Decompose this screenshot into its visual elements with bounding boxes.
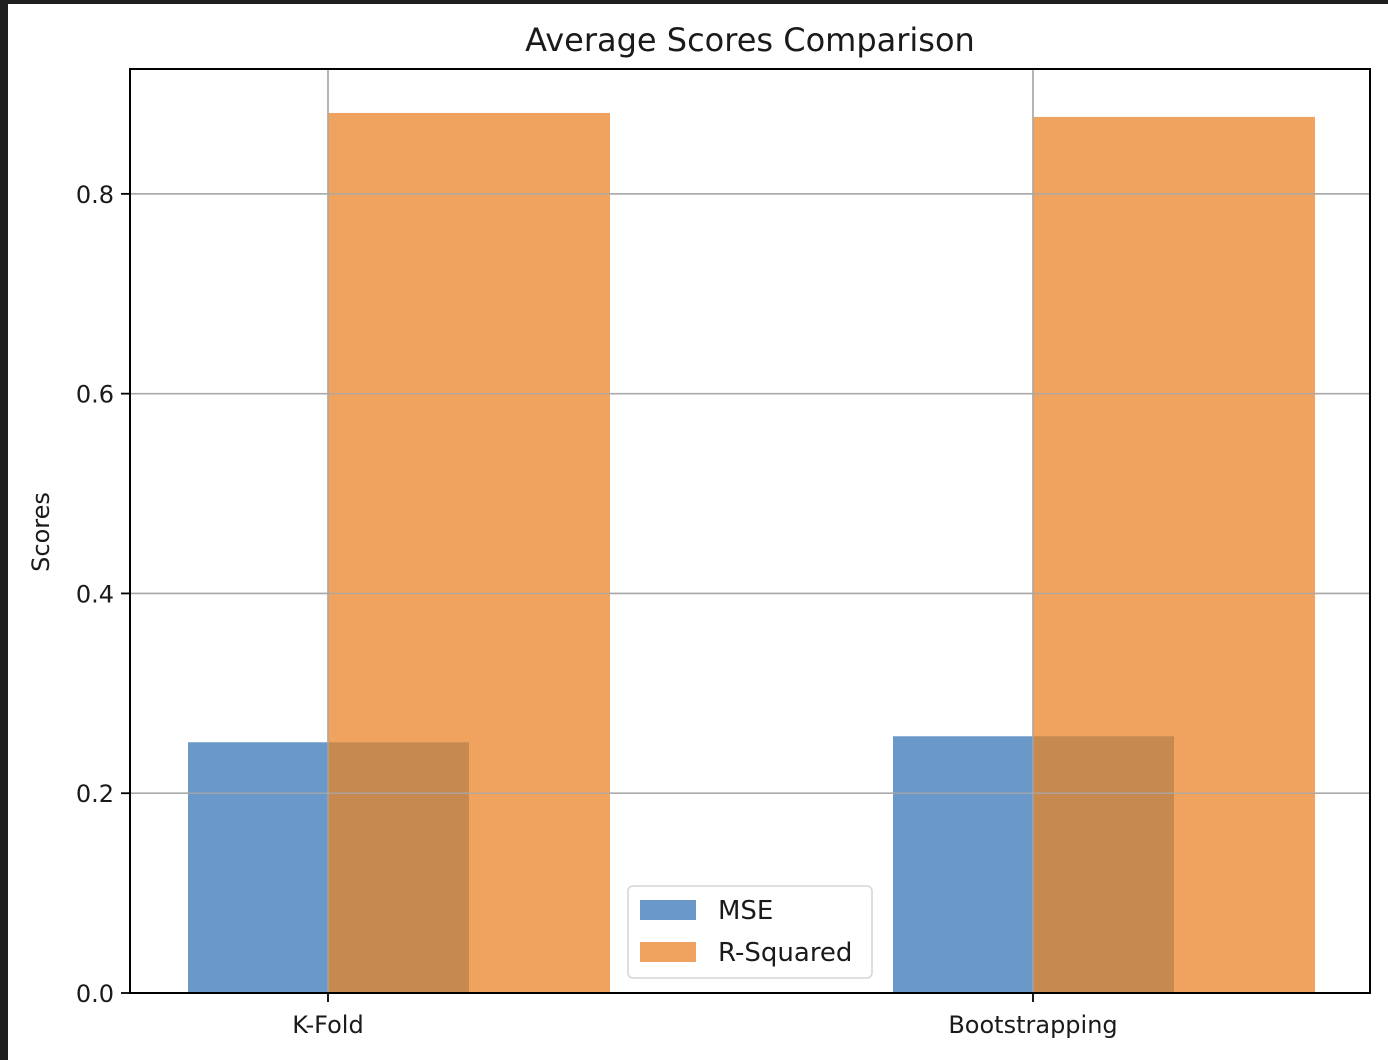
axes: 0.0 0.2 0.4 0.6 0.8 K-Fold Bootstrapping (76, 68, 1371, 1039)
bars (130, 69, 1370, 993)
y-tick-label-0: 0.0 (76, 980, 114, 1008)
y-tick-label-2: 0.4 (76, 580, 114, 608)
bar-mse-1 (893, 736, 1034, 993)
legend-swatch-r-squared (640, 942, 696, 962)
chart-title: Average Scores Comparison (525, 21, 975, 59)
legend-swatch-mse (640, 900, 696, 920)
y-tick-label-1: 0.2 (76, 780, 114, 808)
x-tick-label-1: Bootstrapping (948, 1011, 1117, 1039)
legend: MSE R-Squared (627, 885, 873, 979)
plot-frame (129, 68, 1371, 994)
y-tick-label-4: 0.8 (76, 181, 114, 209)
legend-label-r-squared: R-Squared (718, 938, 852, 968)
y-tick-label-3: 0.6 (76, 381, 114, 409)
bar-overlap-1 (1033, 736, 1174, 993)
legend-label-mse: MSE (718, 896, 773, 926)
bar-overlap-0 (328, 742, 469, 993)
y-axis-label: Scores (27, 492, 55, 572)
window-edge-left (0, 0, 8, 1060)
window-edge-top (0, 0, 1388, 4)
bar-mse-0 (188, 742, 329, 993)
x-tick-label-0: K-Fold (292, 1011, 363, 1039)
